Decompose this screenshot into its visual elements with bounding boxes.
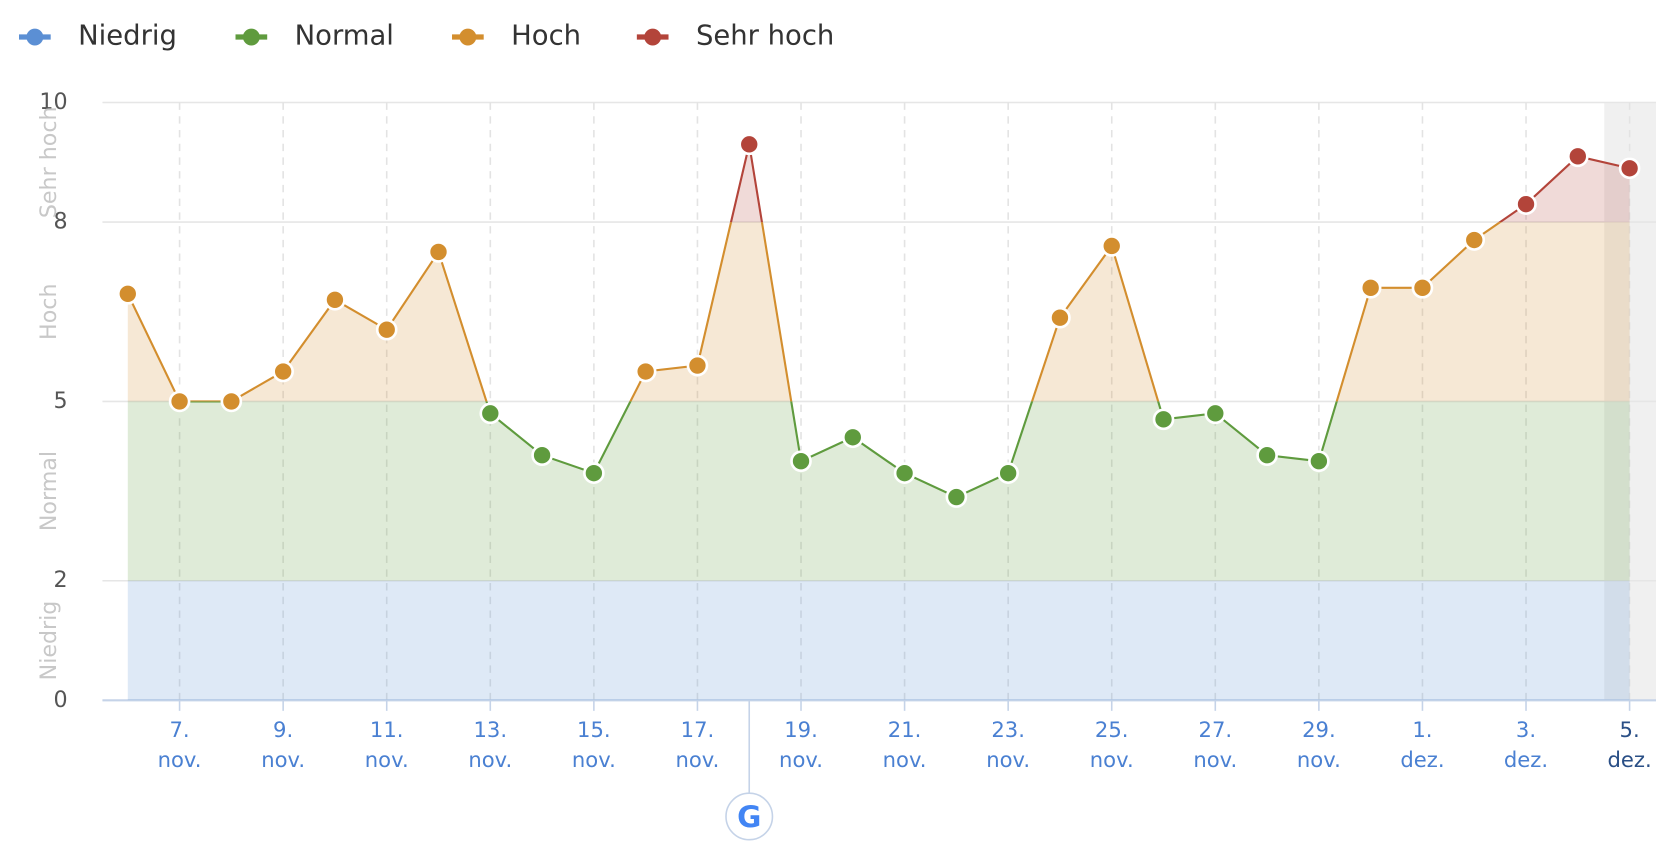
y-tick-label: 0: [53, 687, 67, 713]
x-tick-label-box: 11. nov.: [364, 717, 409, 773]
band-label: Sehr hoch: [36, 106, 62, 218]
y-tick-label: 2: [53, 567, 67, 593]
x-tick-label-box: 21. nov.: [882, 717, 927, 773]
x-tick-label: 13. nov.: [468, 717, 513, 773]
legend-swatch-dot: [26, 28, 44, 46]
x-tick-label: 27. nov.: [1193, 717, 1238, 773]
x-tick-label: 3. dez.: [1503, 717, 1549, 773]
point: [738, 133, 761, 156]
x-tick-label: 21. nov.: [882, 717, 927, 773]
legend-label: Niedrig: [78, 21, 177, 52]
point: [324, 288, 346, 311]
point: [220, 390, 243, 413]
area: [127, 401, 1630, 581]
x-tick-label: 15. nov.: [571, 717, 616, 773]
point: [945, 486, 968, 508]
update-icon: G: [737, 800, 761, 834]
y-tick-label: 8: [53, 209, 67, 235]
legend-label: Normal: [295, 21, 394, 52]
y-tick-label: 10: [39, 89, 67, 115]
band-label: Normal: [36, 451, 62, 531]
point: [1618, 157, 1641, 180]
legend-label: Hoch: [511, 21, 581, 52]
x-tick-label: 9. nov.: [261, 717, 306, 773]
x-tick-label-box: 23. nov.: [986, 717, 1031, 773]
y-tick-label: 5: [53, 388, 67, 414]
point: [1049, 306, 1071, 329]
legend-item: Sehr hoch: [636, 21, 834, 52]
legend-swatch-dot: [459, 28, 477, 46]
x-tick-label: 25. nov.: [1089, 717, 1134, 773]
band-label: Niedrig: [36, 601, 62, 681]
legend-item: Hoch: [452, 21, 581, 52]
point: [1204, 402, 1227, 425]
point: [790, 450, 812, 473]
x-tick-label: 5. dez.: [1607, 717, 1652, 773]
point: [479, 402, 502, 425]
x-tick-label: 1. dez.: [1400, 717, 1445, 773]
x-tick-label-box: 19. nov.: [779, 717, 823, 773]
point: [1411, 276, 1434, 299]
x-tick-label-box: 13. nov.: [468, 717, 513, 773]
legend-label: Sehr hoch: [696, 21, 834, 52]
x-tick-label: 19. nov.: [779, 717, 823, 773]
point: [427, 241, 450, 263]
line: [178, 401, 1338, 499]
point: [583, 462, 605, 484]
area: [127, 580, 1630, 701]
x-tick-label: 29. nov.: [1296, 717, 1341, 773]
point: [168, 390, 191, 413]
x-tick-label-box: 25. nov.: [1089, 717, 1134, 773]
point: [1463, 229, 1486, 251]
point: [1100, 235, 1123, 257]
point: [1152, 408, 1175, 431]
legend-item: Normal: [235, 21, 394, 52]
legend-swatch-dot: [644, 28, 662, 46]
x-tick-label: 17. nov.: [675, 717, 720, 773]
point: [531, 444, 553, 467]
area: [731, 144, 1630, 223]
x-tick-label: 23. nov.: [986, 717, 1031, 773]
point: [1515, 193, 1537, 215]
point: [375, 318, 398, 341]
point: [997, 462, 1019, 484]
x-tick-label-box: 7. nov.: [157, 717, 202, 773]
legend-swatch-dot: [242, 28, 260, 46]
point: [841, 426, 864, 449]
point: [1308, 450, 1330, 473]
point: [272, 360, 294, 383]
update-icon-bg: [725, 792, 774, 841]
x-tick-label-box: 27. nov.: [1193, 717, 1238, 773]
point: [1566, 145, 1589, 168]
x-tick-label-box: 1. dez.: [1400, 717, 1445, 773]
point: [686, 354, 709, 377]
x-tick-label-box: 15. nov.: [571, 717, 616, 773]
point: [1359, 276, 1382, 299]
x-tick-label-box: 5. dez.: [1607, 717, 1652, 773]
x-tick-label-box: 9. nov.: [261, 717, 306, 773]
point: [116, 282, 139, 305]
point: [1256, 444, 1278, 467]
x-tick-label-box: 17. nov.: [675, 717, 720, 773]
x-tick-label: 11. nov.: [364, 717, 409, 773]
legend-item: Niedrig: [19, 21, 177, 52]
x-tick-label: 7. nov.: [157, 717, 202, 773]
point: [893, 462, 916, 484]
x-tick-label-box: 29. nov.: [1296, 717, 1341, 773]
x-tick-label-box: 3. dez.: [1503, 717, 1549, 773]
band-label: Hoch: [36, 284, 62, 340]
point: [634, 360, 657, 383]
